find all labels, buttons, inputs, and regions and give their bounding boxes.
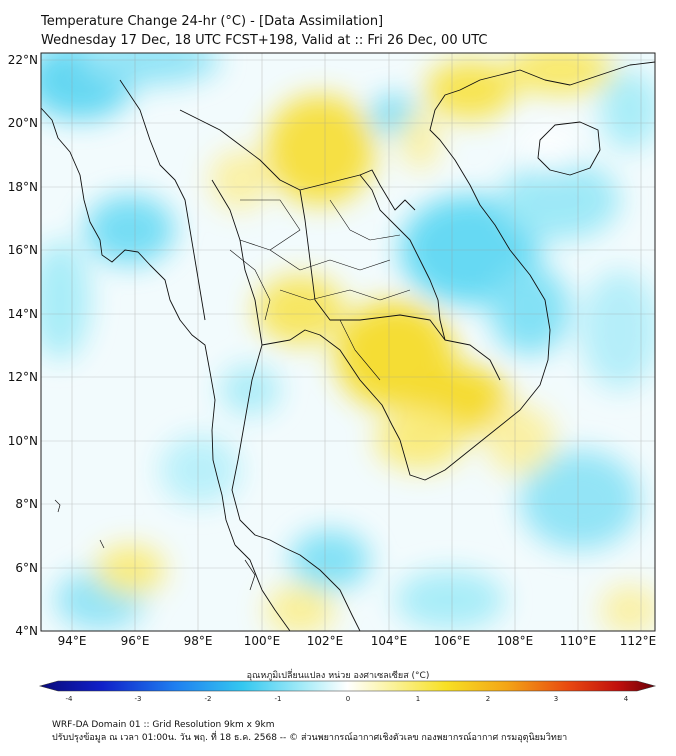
temperature-field	[41, 53, 655, 631]
colorbar-label: อุณหภูมิเปลี่ยนแปลง หน่วย องศาเซลเซียส (…	[246, 671, 430, 681]
longitude-axis: 94°E 96°E 98°E 100°E 102°E 104°E 106°E 1…	[58, 634, 657, 648]
lat-tick-label: 12°N	[8, 370, 38, 384]
colorbar-tick: 2	[486, 695, 490, 703]
lon-tick-label: 100°E	[244, 634, 281, 648]
lon-tick-label: 110°E	[560, 634, 597, 648]
lon-tick-label: 102°E	[307, 634, 344, 648]
lat-tick-label: 22°N	[8, 53, 38, 67]
lat-tick-label: 20°N	[8, 116, 38, 130]
lon-tick-label: 94°E	[58, 634, 87, 648]
colorbar-tick: 0	[346, 695, 350, 703]
lon-tick-label: 106°E	[434, 634, 471, 648]
coastlines-and-borders	[41, 61, 655, 631]
colorbar-tick: -1	[275, 695, 282, 703]
lon-tick-label: 96°E	[121, 634, 150, 648]
colorbar-tick: 4	[624, 695, 629, 703]
colorbar-tick: -3	[135, 695, 142, 703]
colorbar: -4 -3 -2 -1 0 1 2 3 4	[38, 680, 657, 703]
title-line-1: Temperature Change 24-hr (°C) - [Data As…	[41, 14, 384, 29]
lon-tick-label: 104°E	[371, 634, 408, 648]
lon-tick-label: 108°E	[497, 634, 534, 648]
lat-tick-label: 8°N	[15, 497, 38, 511]
map-title: Temperature Change 24-hr (°C) - [Data As…	[41, 12, 488, 50]
colorbar-tick: -4	[66, 695, 74, 703]
colorbar-tick: 1	[416, 695, 420, 703]
lon-tick-label: 98°E	[184, 634, 213, 648]
lat-tick-label: 10°N	[8, 434, 38, 448]
lon-tick-label: 112°E	[620, 634, 657, 648]
lat-tick-label: 4°N	[15, 624, 38, 638]
lat-tick-label: 18°N	[8, 180, 38, 194]
graticule	[41, 53, 655, 631]
title-line-2: Wednesday 17 Dec, 18 UTC FCST+198, Valid…	[41, 33, 488, 48]
footer: WRF-DA Domain 01 :: Grid Resolution 9km …	[52, 719, 567, 745]
lat-tick-label: 6°N	[15, 561, 38, 575]
map-frame	[40, 52, 656, 632]
lat-tick-label: 16°N	[8, 243, 38, 257]
footer-line-2: ปรับปรุงข้อมูล ณ เวลา 01:00น. วัน พฤ. ที…	[52, 733, 568, 743]
latitude-axis: 22°N 20°N 18°N 16°N 14°N 12°N 10°N 8°N 6…	[8, 53, 38, 638]
colorbar-tick: 3	[554, 695, 558, 703]
lat-tick-label: 14°N	[8, 307, 38, 321]
footer-line-1: WRF-DA Domain 01 :: Grid Resolution 9km …	[52, 720, 275, 730]
colorbar-tick: -2	[205, 695, 212, 703]
